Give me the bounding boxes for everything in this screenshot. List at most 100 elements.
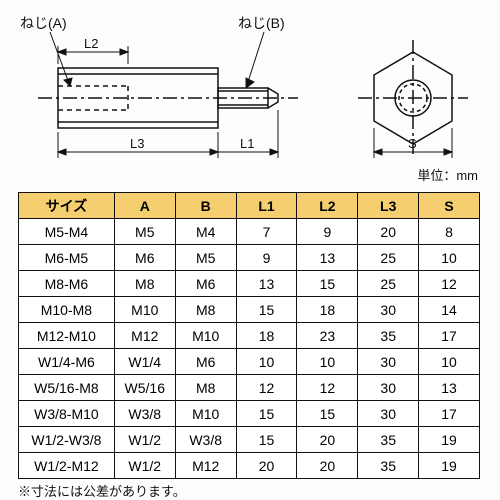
table-cell: 15 [236, 427, 297, 453]
table-cell: M10 [175, 401, 236, 427]
table-cell: M4 [175, 219, 236, 245]
col-header-l1: L1 [236, 193, 297, 219]
col-header-l2: L2 [297, 193, 358, 219]
table-row: W1/2-W3/8W1/2W3/815203519 [19, 427, 480, 453]
table-cell: 10 [419, 349, 480, 375]
table-cell: M5 [175, 245, 236, 271]
table-cell: 15 [236, 297, 297, 323]
col-header-l3: L3 [358, 193, 419, 219]
table-cell: 10 [419, 245, 480, 271]
table-cell: 10 [236, 349, 297, 375]
table-cell: W5/16 [114, 375, 175, 401]
col-header-b: B [175, 193, 236, 219]
table-header-row: サイズ A B L1 L2 L3 S [19, 193, 480, 219]
table-cell: 20 [358, 219, 419, 245]
table-cell: 17 [419, 323, 480, 349]
table-cell: 30 [358, 349, 419, 375]
table-cell: 14 [419, 297, 480, 323]
table-row: M8-M6M8M613152512 [19, 271, 480, 297]
table-cell: M10-M8 [19, 297, 115, 323]
table-cell: W3/8-M10 [19, 401, 115, 427]
table-cell: M8 [175, 297, 236, 323]
svg-text:L2: L2 [84, 36, 98, 51]
diagram-hex-end-view: S [348, 8, 478, 168]
svg-text:S: S [408, 136, 417, 151]
table-cell: M8-M6 [19, 271, 115, 297]
table-cell: W1/2-M12 [19, 453, 115, 479]
table-cell: 35 [358, 427, 419, 453]
table-row: M12-M10M12M1018233517 [19, 323, 480, 349]
table-cell: M12-M10 [19, 323, 115, 349]
table-cell: 35 [358, 453, 419, 479]
table-cell: M5 [114, 219, 175, 245]
table-cell: 15 [297, 271, 358, 297]
table-cell: 13 [419, 375, 480, 401]
table-cell: 8 [419, 219, 480, 245]
table-cell: M10 [175, 323, 236, 349]
table-cell: M8 [175, 375, 236, 401]
table-cell: 13 [297, 245, 358, 271]
col-header-size: サイズ [19, 193, 115, 219]
table-row: M6-M5M6M59132510 [19, 245, 480, 271]
table-cell: 10 [297, 349, 358, 375]
table-cell: W1/2-W3/8 [19, 427, 115, 453]
svg-text:L3: L3 [130, 136, 144, 151]
table-cell: W1/2 [114, 427, 175, 453]
table-cell: M6 [175, 271, 236, 297]
table-cell: 18 [236, 323, 297, 349]
svg-text:ねじ(A): ねじ(A) [20, 15, 67, 31]
table-cell: 15 [236, 401, 297, 427]
dimension-table: サイズ A B L1 L2 L3 S M5-M4M5M479208M6-M5M6… [18, 192, 480, 479]
diagram-area: ねじ(A) ねじ(B) L2 L3 L1 [18, 8, 482, 168]
table-cell: M12 [114, 323, 175, 349]
table-cell: 9 [236, 245, 297, 271]
svg-text:ねじ(B): ねじ(B) [238, 15, 285, 31]
table-cell: 17 [419, 401, 480, 427]
table-cell: M5-M4 [19, 219, 115, 245]
table-cell: W3/8 [114, 401, 175, 427]
table-row: M10-M8M10M815183014 [19, 297, 480, 323]
table-cell: M6 [175, 349, 236, 375]
col-header-s: S [419, 193, 480, 219]
table-cell: 7 [236, 219, 297, 245]
table-row: W1/4-M6W1/4M610103010 [19, 349, 480, 375]
table-row: M5-M4M5M479208 [19, 219, 480, 245]
table-cell: 12 [419, 271, 480, 297]
table-cell: 30 [358, 375, 419, 401]
table-cell: 12 [297, 375, 358, 401]
table-cell: 13 [236, 271, 297, 297]
table-cell: W5/16-M8 [19, 375, 115, 401]
table-cell: M6-M5 [19, 245, 115, 271]
table-cell: 23 [297, 323, 358, 349]
svg-text:L1: L1 [240, 136, 254, 151]
footnote: ※寸法には公差があります。 [18, 481, 482, 500]
table-cell: 25 [358, 245, 419, 271]
table-cell: 25 [358, 271, 419, 297]
table-cell: 20 [236, 453, 297, 479]
table-cell: 18 [297, 297, 358, 323]
unit-label: 単位：mm [417, 165, 478, 184]
table-cell: 12 [236, 375, 297, 401]
table-cell: W3/8 [175, 427, 236, 453]
table-cell: 9 [297, 219, 358, 245]
table-cell: W1/4-M6 [19, 349, 115, 375]
table-cell: M6 [114, 245, 175, 271]
diagram-side-view: ねじ(A) ねじ(B) L2 L3 L1 [18, 8, 318, 168]
table-cell: 15 [297, 401, 358, 427]
table-row: W5/16-M8W5/16M812123013 [19, 375, 480, 401]
table-row: W3/8-M10W3/8M1015153017 [19, 401, 480, 427]
table-row: W1/2-M12W1/2M1220203519 [19, 453, 480, 479]
table-cell: 30 [358, 401, 419, 427]
table-cell: 19 [419, 453, 480, 479]
table-cell: W1/2 [114, 453, 175, 479]
table-cell: M12 [175, 453, 236, 479]
table-cell: 35 [358, 323, 419, 349]
table-cell: M8 [114, 271, 175, 297]
table-cell: 19 [419, 427, 480, 453]
table-cell: 20 [297, 453, 358, 479]
table-cell: 20 [297, 427, 358, 453]
table-cell: W1/4 [114, 349, 175, 375]
table-cell: M10 [114, 297, 175, 323]
col-header-a: A [114, 193, 175, 219]
table-cell: 30 [358, 297, 419, 323]
